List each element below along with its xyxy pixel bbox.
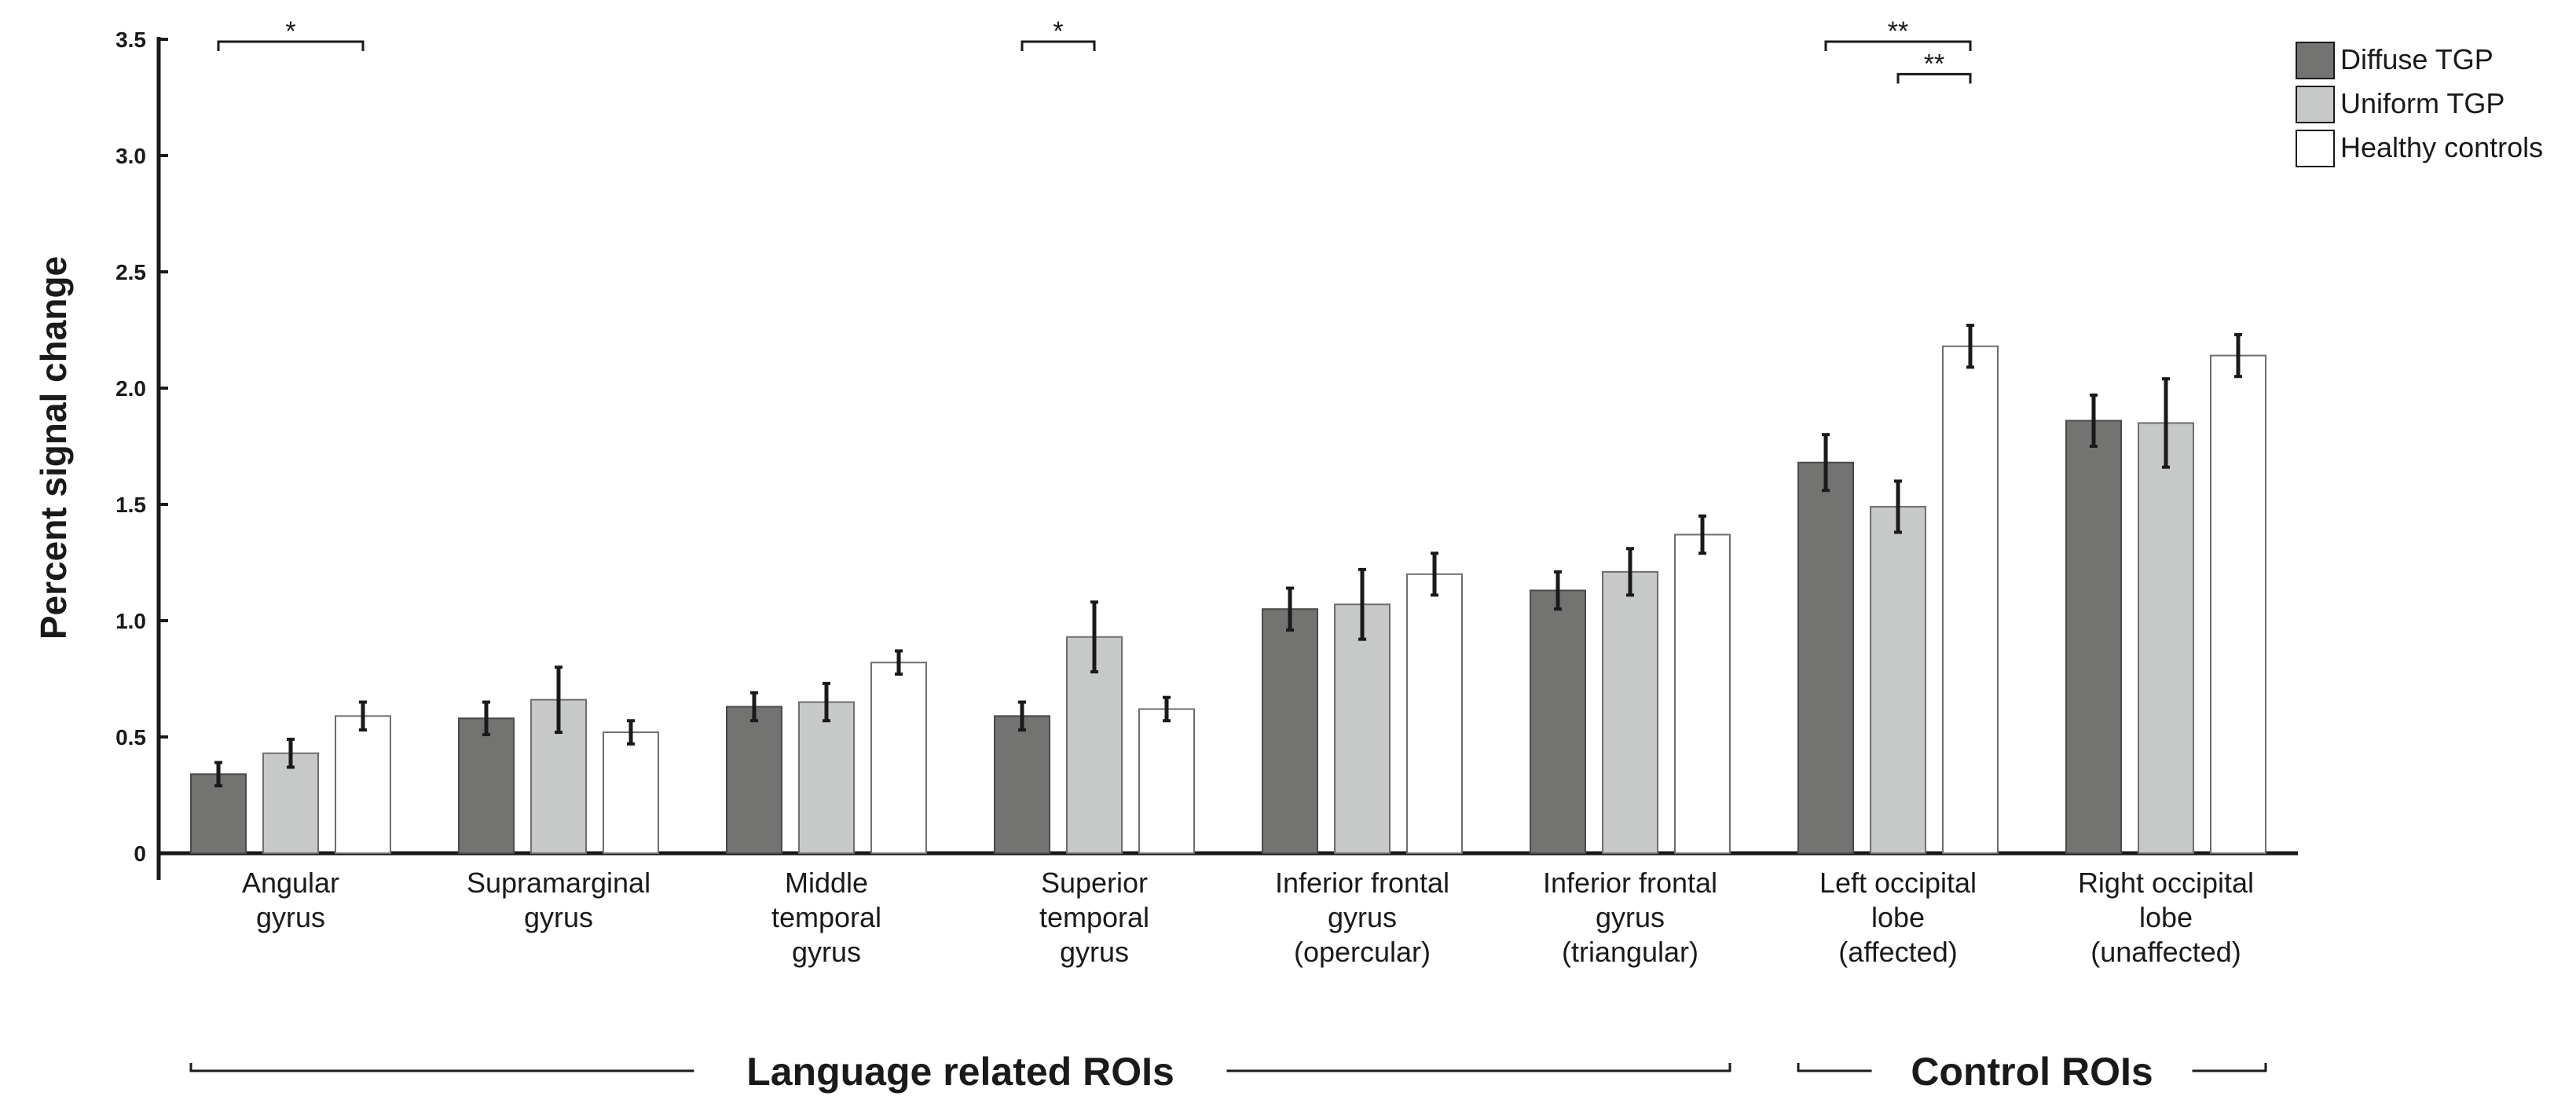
category-label-line: Superior [1041,867,1148,899]
bar [1602,570,1658,855]
category-label: Middle temporal gyrus [771,867,881,968]
bar [1797,461,1854,854]
y-tick-label: 1.5 [115,493,146,517]
category-label-line: Inferior frontal [1543,867,1717,899]
significance-bracket [1824,40,1972,51]
bar [458,717,515,854]
legend-swatch [2296,42,2335,79]
bar [798,701,855,854]
category-label-line: Right occipital [2078,867,2254,899]
significance-bracket [1021,40,1096,51]
category-label-line: Inferior frontal [1275,867,1449,899]
category-label: Right occipital lobe (unaffected) [2078,867,2254,968]
category-label: Angular gyrus [242,867,339,933]
category-label: Inferior frontal gyrus (opercular) [1275,867,1449,968]
group-bracket-left [1797,1063,1872,1072]
legend-swatch [2296,130,2335,167]
category-label-line: gyrus [256,901,325,933]
category-label-line: gyrus [1596,901,1665,933]
bar [2065,420,2122,854]
category-label-line: (triangular) [1562,936,1698,968]
category-label-line: lobe [1871,901,1925,933]
bar [603,731,659,855]
category-label-line: Supramarginal [467,867,650,899]
group-bracket-right [1226,1063,1731,1072]
group-label: Control ROIs [1911,1050,2153,1094]
bar [1942,345,1999,855]
bar [2138,422,2194,854]
significance-marker: ** [1924,49,1944,79]
group-bracket-right [2192,1063,2267,1072]
category-label: Left occipital lobe (affected) [1819,867,1977,968]
y-axis-label: Percent signal change [33,256,74,640]
y-tick-label: 0 [134,841,146,866]
bar [1334,603,1391,855]
bar [1530,589,1586,855]
bar [726,706,782,855]
y-tick-label: 2.5 [115,260,146,284]
bar [994,715,1050,854]
group-bracket-left [189,1063,694,1072]
category-label-line: temporal [1039,901,1149,933]
y-tick-label: 3.0 [115,144,146,168]
category-label: Inferior frontal gyrus (triangular) [1543,867,1717,968]
bar [2210,354,2266,854]
legend: Diffuse TGP Uniform TGP Healthy controls [2296,42,2543,167]
category-label-line: (opercular) [1294,936,1431,968]
bar [1674,533,1731,854]
legend-swatch [2296,86,2335,123]
bar [1870,505,1926,855]
category-label-line: Middle [785,867,868,899]
significance-marker: * [285,16,295,46]
bar [262,752,319,854]
category-label-line: gyrus [524,901,593,933]
group-label: Language related ROIs [746,1050,1174,1094]
bar [335,715,391,854]
category-label-line: gyrus [792,936,861,968]
category-label-line: (affected) [1838,936,1957,968]
legend-label: Healthy controls [2340,131,2543,163]
bar [1138,708,1195,854]
significance-bracket [1896,72,1972,84]
category-label: Superior temporal gyrus [1039,867,1149,968]
y-tick-label: 0.5 [115,725,146,750]
category-label-line: gyrus [1060,936,1129,968]
category-label-line: gyrus [1328,901,1397,933]
legend-label: Uniform TGP [2340,87,2505,119]
significance-marker: ** [1888,16,1908,46]
category-label-line: temporal [771,901,881,933]
bar [870,662,927,855]
significance-marker: * [1053,16,1063,46]
bar [1262,608,1318,854]
category-label-line: Angular [242,867,339,899]
bar [1406,573,1463,854]
y-tick-label: 3.5 [115,27,146,52]
significance-bracket [217,40,365,51]
category-label-line: (unaffected) [2090,936,2241,968]
category-label-line: Left occipital [1819,867,1977,899]
category-label: Supramarginal gyrus [467,867,650,933]
y-tick-label: 2.0 [115,376,146,401]
y-tick-label: 1.0 [115,609,146,633]
category-label-line: lobe [2139,901,2193,933]
legend-label: Diffuse TGP [2340,43,2494,75]
